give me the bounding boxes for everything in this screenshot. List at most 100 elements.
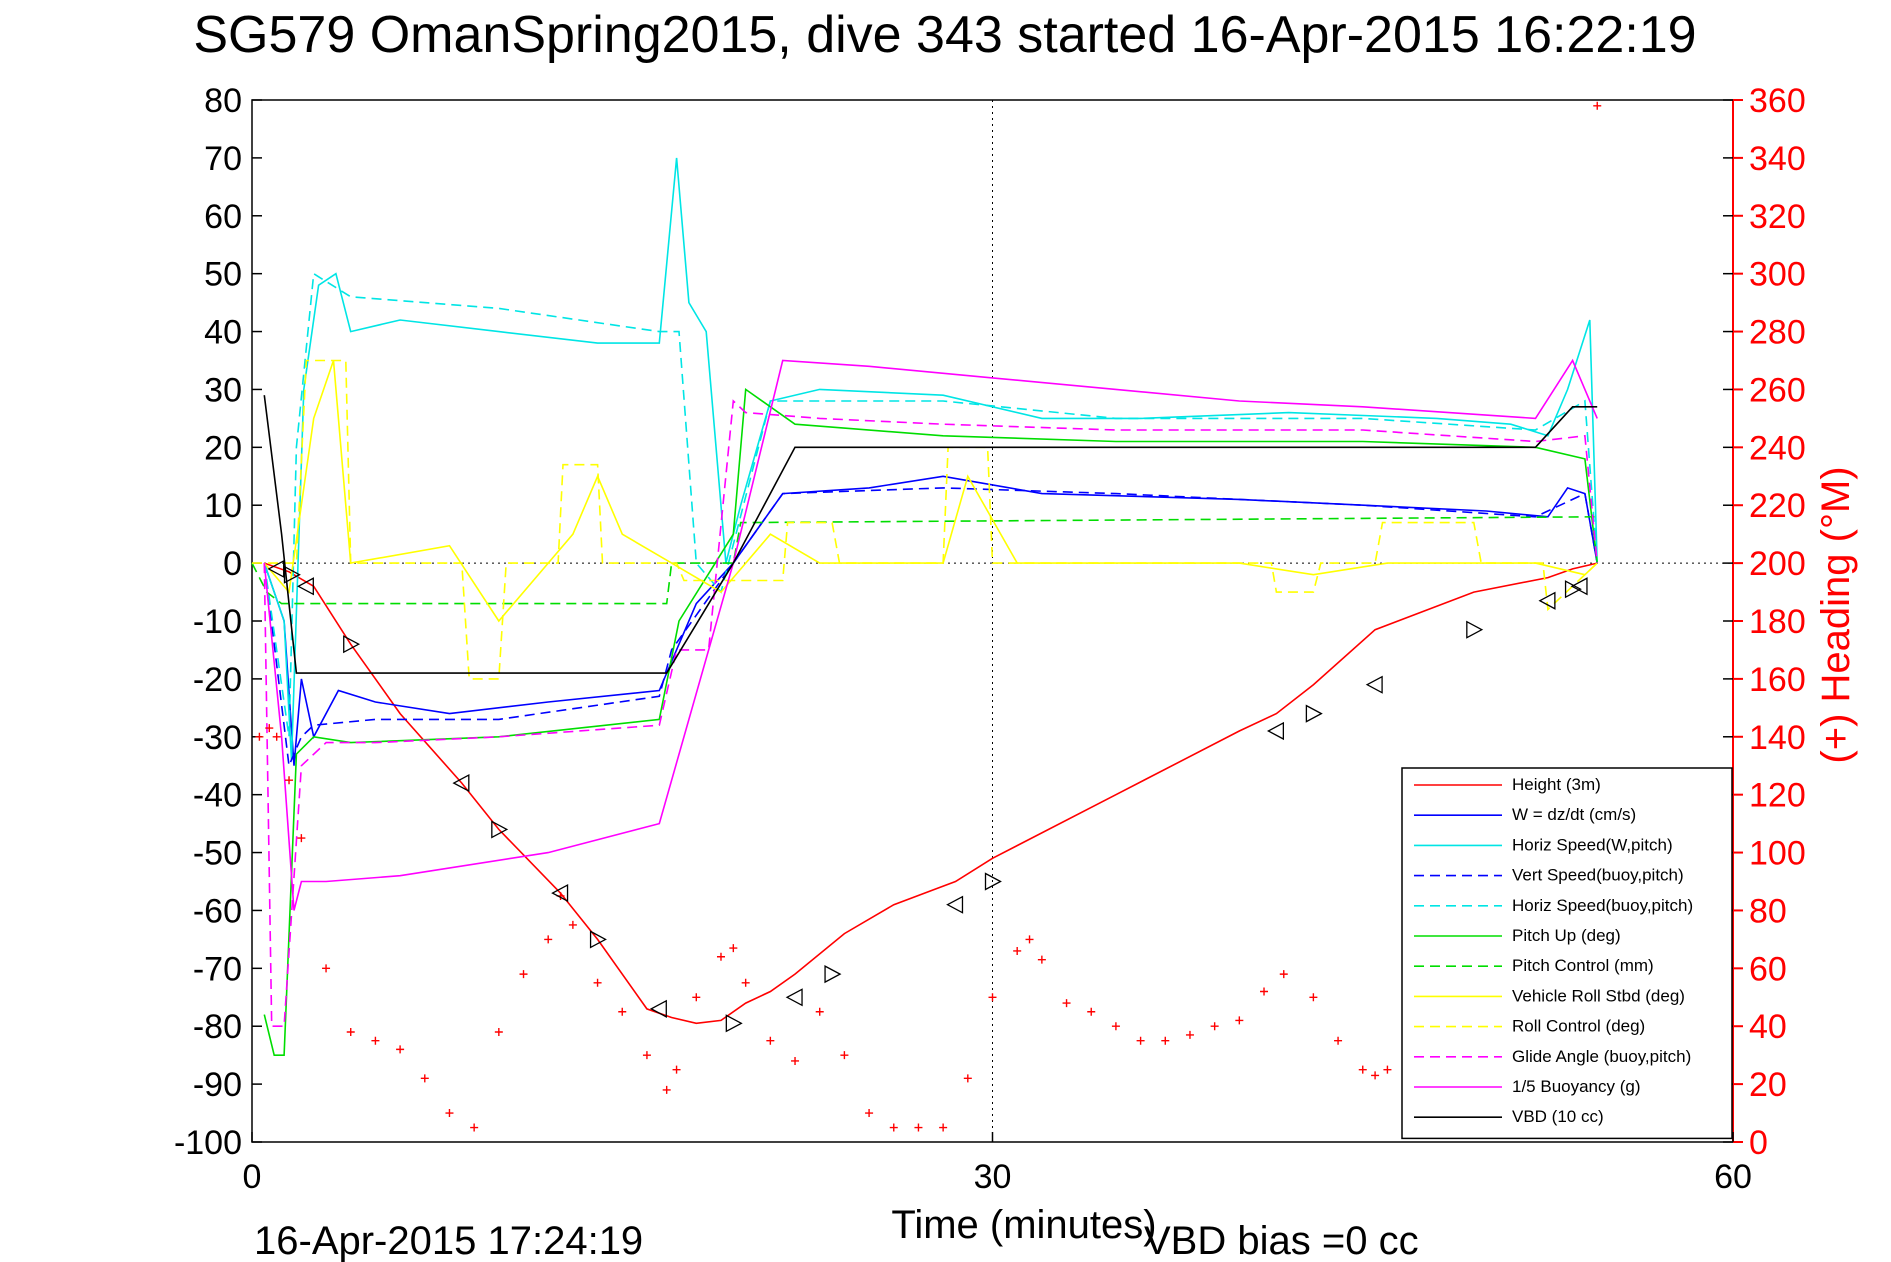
series-vert-speed-buoy-pitch xyxy=(263,487,1598,769)
heading-marker xyxy=(1371,1071,1380,1080)
series-w-dz-dt-cm-s xyxy=(263,475,1598,766)
heading-marker xyxy=(1062,999,1071,1008)
series-horiz-speed-w-pitch xyxy=(263,157,1598,760)
heading-marker xyxy=(729,944,738,953)
triangle-marker xyxy=(946,895,964,914)
series-1-5-buoyancy-g xyxy=(263,358,1598,911)
heading-marker xyxy=(840,1051,849,1060)
left-tick-label: -40 xyxy=(193,777,242,815)
legend-label: Pitch Up (deg) xyxy=(1512,926,1621,945)
triangle-marker xyxy=(343,635,361,654)
left-tick-label: -80 xyxy=(193,1008,242,1046)
left-tick-label: 80 xyxy=(204,82,242,120)
heading-marker xyxy=(1025,935,1034,944)
legend-label: Vehicle Roll Stbd (deg) xyxy=(1512,986,1685,1005)
series-pitch-control-mm xyxy=(251,516,1598,605)
series-pitch-up-deg xyxy=(263,387,1598,1056)
heading-marker xyxy=(618,1007,627,1016)
right-tick-label: 240 xyxy=(1749,429,1806,467)
right-tick-label: 80 xyxy=(1749,892,1787,930)
left-tick-label: -10 xyxy=(193,603,242,641)
series-roll-control-deg xyxy=(252,359,1598,680)
heading-marker xyxy=(285,776,294,785)
series-vbd-10-cc xyxy=(263,395,1598,674)
heading-marker xyxy=(593,978,602,987)
triangle-marker xyxy=(1538,591,1556,610)
right-tick-label: 160 xyxy=(1749,661,1806,699)
heading-marker xyxy=(1210,1022,1219,1031)
triangle-marker xyxy=(824,965,842,984)
x-axis-label: Time (minutes) xyxy=(891,1203,1156,1247)
heading-marker xyxy=(1260,987,1269,996)
left-tick-label: 70 xyxy=(204,140,242,178)
triangle-marker xyxy=(984,872,1002,891)
left-tick-label: -70 xyxy=(193,950,242,988)
left-tick-label: -50 xyxy=(193,835,242,873)
right-tick-label: 140 xyxy=(1749,719,1806,757)
heading-marker xyxy=(265,724,274,733)
heading-marker xyxy=(716,952,725,961)
triangle-marker xyxy=(283,565,301,584)
heading-marker xyxy=(1309,993,1318,1002)
heading-marker xyxy=(494,1028,503,1037)
legend-label: Glide Angle (buoy,pitch) xyxy=(1512,1047,1691,1066)
right-tick-label: 20 xyxy=(1749,1066,1787,1104)
left-tick-label: 0 xyxy=(223,545,242,583)
triangle-marker xyxy=(649,999,667,1018)
right-tick-label: 0 xyxy=(1749,1124,1768,1162)
right-tick-label: 180 xyxy=(1749,603,1806,641)
legend-label: Horiz Speed(buoy,pitch) xyxy=(1512,896,1693,915)
triangle-marker xyxy=(1305,704,1323,723)
left-tick-label: 30 xyxy=(204,371,242,409)
footer-vbd-bias: VBD bias =0 cc xyxy=(1144,1219,1419,1262)
legend-label: Vert Speed(buoy,pitch) xyxy=(1512,866,1684,885)
left-tick-label: 50 xyxy=(204,256,242,294)
series-horiz-speed-buoy-pitch xyxy=(263,272,1598,737)
footer-timestamp: 16-Apr-2015 17:24:19 xyxy=(254,1219,643,1262)
heading-marker xyxy=(544,935,553,944)
triangle-marker xyxy=(725,1014,743,1033)
heading-marker xyxy=(662,1085,671,1094)
left-tick-label: 40 xyxy=(204,314,242,352)
series-glide-angle-buoy-pitch xyxy=(263,399,1598,1027)
heading-marker xyxy=(255,732,264,741)
triangle-marker xyxy=(785,988,803,1007)
legend: Height (3m) W = dz/dt (cm/s) Horiz Speed(W… xyxy=(1401,767,1733,1140)
heading-marker xyxy=(642,1051,651,1060)
legend-label: Height (3m) xyxy=(1512,775,1601,794)
right-tick-label: 40 xyxy=(1749,1008,1787,1046)
right-tick-label: 120 xyxy=(1749,777,1806,815)
x-tick-label: 0 xyxy=(243,1158,262,1196)
right-tick-label: 200 xyxy=(1749,545,1806,583)
right-tick-label: 340 xyxy=(1749,140,1806,178)
heading-marker xyxy=(939,1123,948,1132)
right-tick-label: 360 xyxy=(1749,82,1806,120)
heading-marker xyxy=(791,1056,800,1065)
left-tick-label: 20 xyxy=(204,429,242,467)
heading-marker xyxy=(988,993,997,1002)
x-axis-ticks: 0 30 60 xyxy=(243,1132,1752,1196)
legend-label: Roll Control (deg) xyxy=(1512,1017,1645,1036)
chart-title: SG579 OmanSpring2015, dive 343 started 1… xyxy=(193,6,1696,64)
right-tick-label: 280 xyxy=(1749,314,1806,352)
legend-label: 1/5 Buoyancy (g) xyxy=(1512,1077,1641,1096)
legend-label: W = dz/dt (cm/s) xyxy=(1512,805,1636,824)
right-tick-label: 60 xyxy=(1749,950,1787,988)
x-tick-label: 30 xyxy=(974,1158,1012,1196)
left-tick-label: -90 xyxy=(193,1066,242,1104)
right-tick-label: 100 xyxy=(1749,835,1806,873)
heading-marker xyxy=(322,964,331,973)
heading-marker xyxy=(1235,1016,1244,1025)
heading-marker xyxy=(371,1036,380,1045)
triangle-marker xyxy=(452,774,470,793)
heading-marker xyxy=(914,1123,923,1132)
heading-marker xyxy=(741,978,750,987)
heading-marker xyxy=(396,1045,405,1054)
legend-label: Horiz Speed(W,pitch) xyxy=(1512,835,1673,854)
left-tick-label: -60 xyxy=(193,892,242,930)
heading-marker xyxy=(346,1028,355,1037)
series-height-3m xyxy=(264,562,1598,1025)
heading-marker xyxy=(865,1109,874,1118)
heading-marker xyxy=(889,1123,898,1132)
right-axis-ticks: 3603403203002802602402202001801601401201… xyxy=(1733,82,1806,1162)
